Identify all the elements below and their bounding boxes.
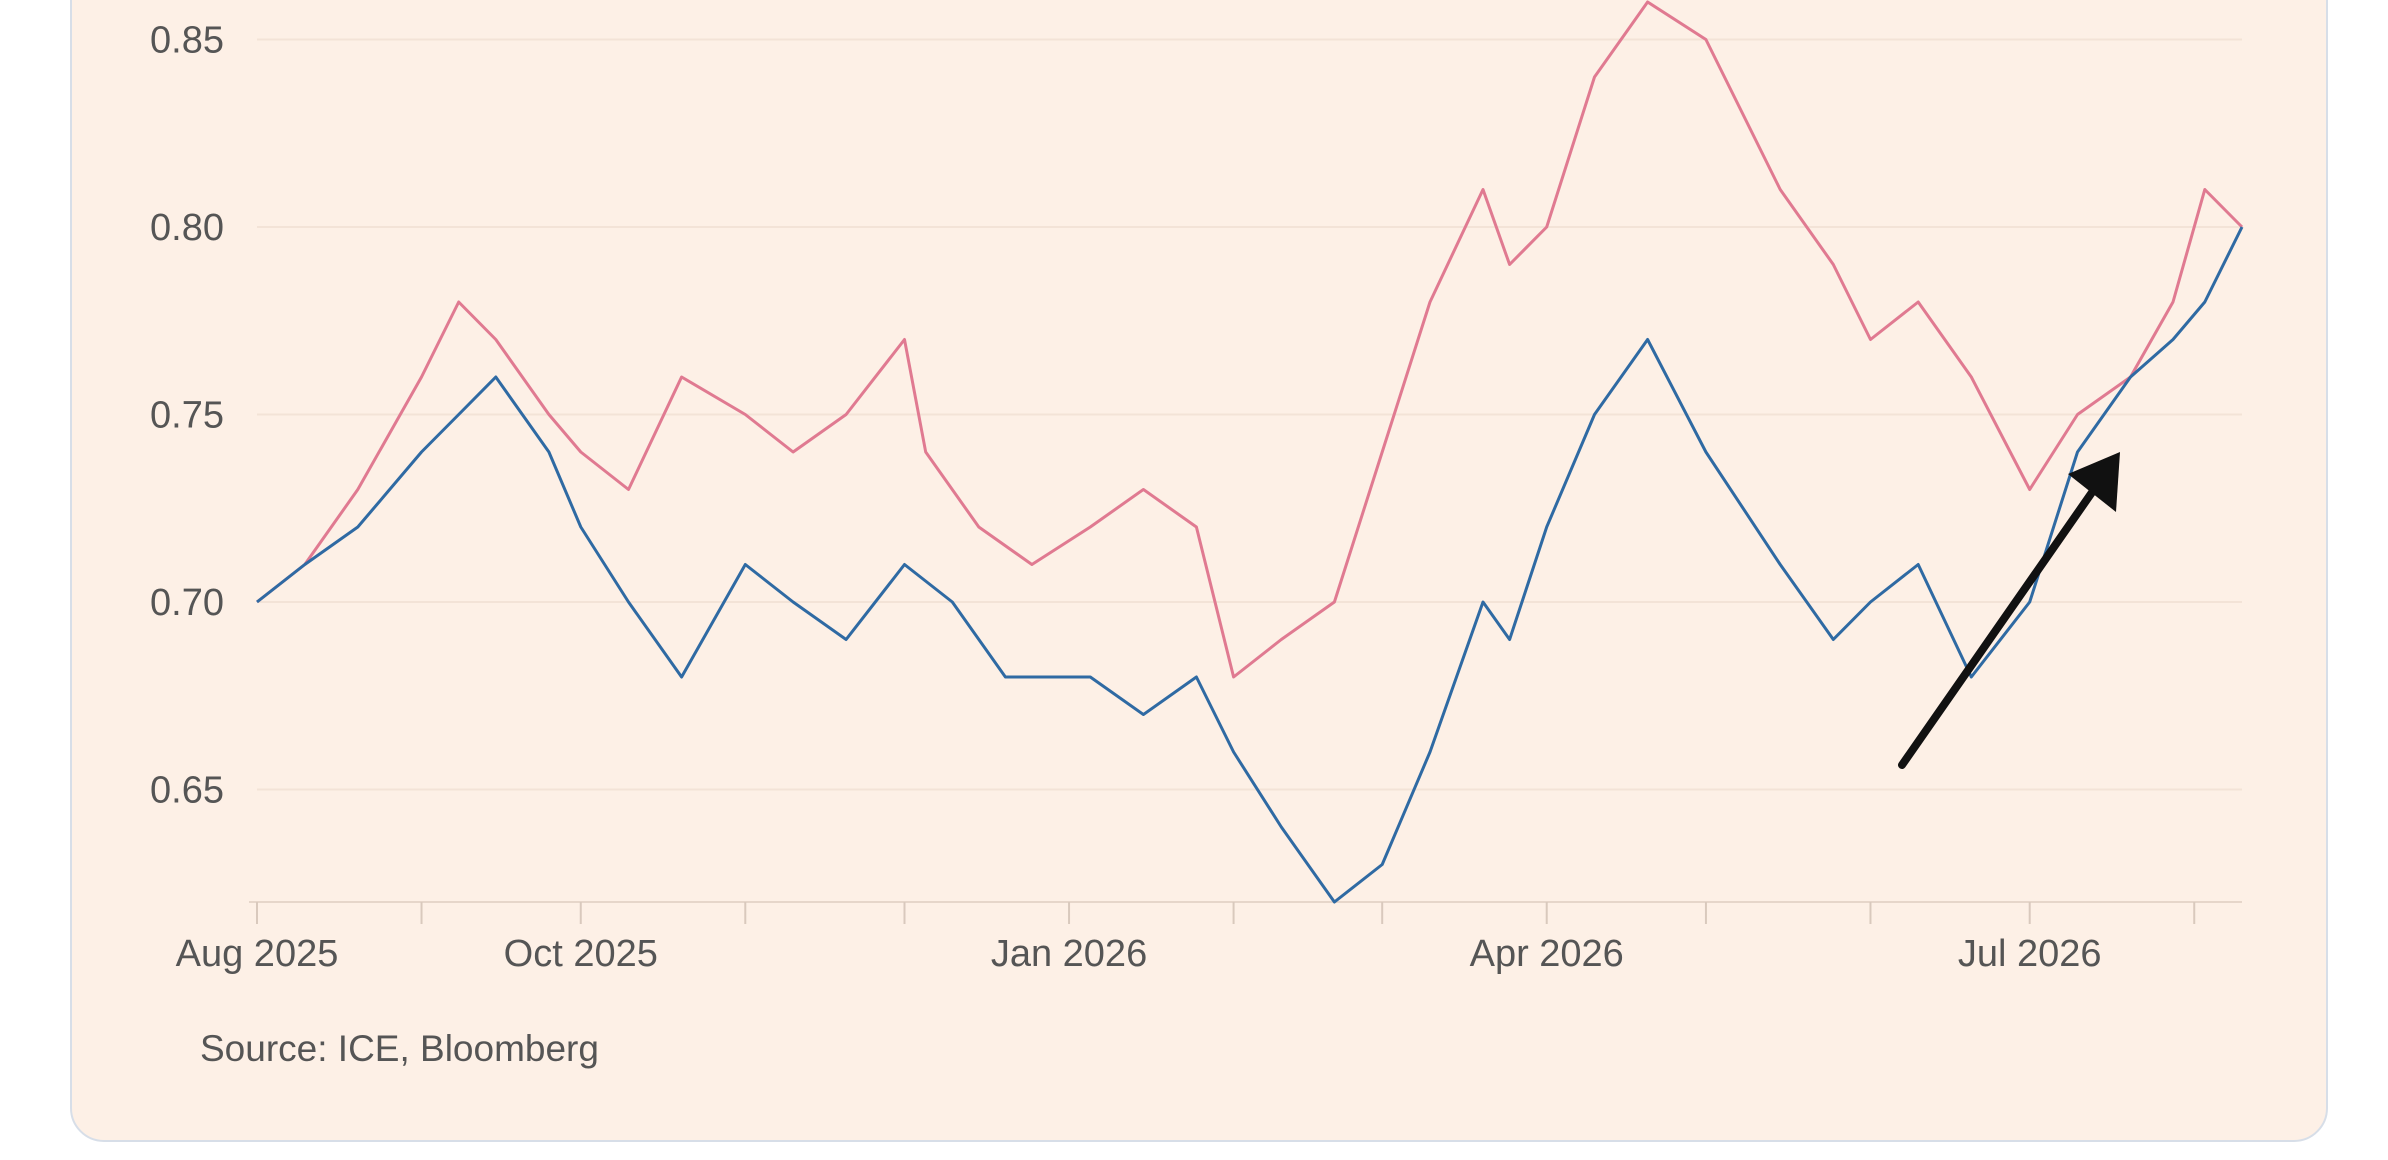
x-tick-label: Aug 2025 [176, 933, 339, 975]
series-line-1 [256, 226, 2244, 904]
x-tick-label: Jul 2026 [1958, 933, 2102, 975]
y-tick-label: 0.80 [150, 207, 224, 249]
series-line-0 [256, 0, 2244, 679]
x-tick-label: Jan 2026 [991, 933, 1147, 975]
annotation-arrow [1898, 452, 2120, 769]
x-axis: Aug 2025 Oct 2025 Jan 2026 Apr 2026 Jul 2026 [176, 901, 2242, 975]
chart-card: 0.85 0.80 0.75 0.70 0.65 Aug 2025 Oct 2025 Jan… [70, 0, 2328, 1142]
x-tick-label: Oct 2025 [504, 933, 658, 975]
y-tick-label: 0.75 [150, 395, 224, 437]
series-layer [256, 0, 2244, 904]
arrow-shaft [1898, 474, 2106, 769]
y-tick-label: 0.85 [150, 20, 224, 62]
source-note: Source: ICE, Bloomberg [200, 1028, 599, 1069]
arrow-head [2068, 452, 2120, 512]
line-chart: 0.85 0.80 0.75 0.70 0.65 Aug 2025 Oct 2025 Jan… [150, 0, 2244, 975]
grid [257, 38, 2242, 791]
x-tick-label: Apr 2026 [1470, 933, 1624, 975]
y-axis-ticks: 0.85 0.80 0.75 0.70 0.65 [150, 20, 224, 812]
y-tick-label: 0.70 [150, 582, 224, 624]
y-tick-label: 0.65 [150, 770, 224, 812]
